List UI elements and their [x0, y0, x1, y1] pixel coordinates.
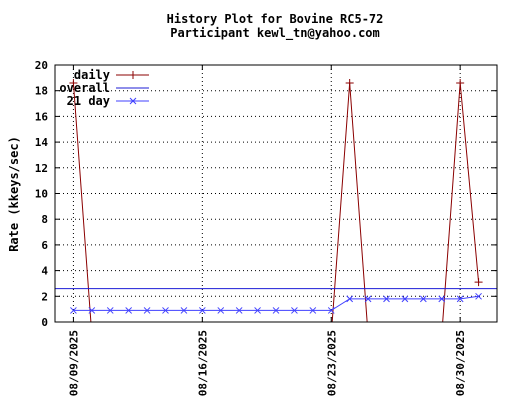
y-tick-label: 18: [35, 85, 48, 98]
grid-lines: [55, 65, 497, 322]
21day-point: [309, 307, 317, 314]
21day-point: [383, 295, 390, 303]
21day-point: [346, 295, 354, 303]
21day-point: [88, 307, 96, 314]
21day-point: [198, 307, 206, 314]
y-tick-label: 6: [41, 239, 48, 252]
21day-point: [162, 307, 169, 314]
x-tick-label: 08/30/2025: [454, 330, 467, 396]
21day-point: [106, 307, 114, 314]
y-tick-label: 20: [35, 59, 48, 72]
y-tick-label: 0: [41, 316, 48, 329]
x-tick-label: 08/23/2025: [325, 330, 338, 396]
x-tick-label: 08/16/2025: [196, 330, 209, 396]
y-tick-label: 4: [41, 265, 48, 278]
daily-point: [345, 78, 354, 87]
21day-point: [125, 307, 133, 314]
series-line-21-day: [73, 295, 479, 311]
y-tick-label: 14: [35, 136, 49, 149]
legend-label: daily: [74, 68, 110, 82]
plot-area: [55, 78, 497, 322]
y-axis: 0 2 4 6 8 10 12 14 16 18 20: [35, 59, 497, 329]
21day-point: [401, 295, 409, 303]
legend-label: overall: [59, 81, 110, 95]
21day-point: [254, 307, 261, 314]
daily-point: [69, 78, 78, 87]
daily-point: [456, 78, 465, 87]
daily-point: [474, 278, 483, 287]
chart-subtitle: Participant kewl_tn@yahoo.com: [170, 26, 380, 41]
y-axis-label: Rate (kkeys/sec): [7, 136, 21, 252]
21day-point: [419, 295, 427, 303]
y-tick-label: 2: [41, 290, 48, 303]
21day-point: [364, 295, 372, 303]
chart-title: History Plot for Bovine RC5-72: [167, 12, 384, 26]
21day-point: [475, 292, 482, 300]
21day-point: [438, 295, 446, 303]
y-tick-label: 10: [35, 188, 48, 201]
21day-point: [217, 307, 225, 314]
legend-label: 21 day: [67, 94, 110, 108]
21day-point: [143, 307, 151, 314]
y-tick-label: 8: [41, 213, 48, 226]
21day-point: [129, 97, 137, 105]
21day-point: [235, 307, 243, 314]
series-line-daily: [72, 82, 480, 322]
y-tick-label: 12: [35, 162, 48, 175]
21day-point: [180, 307, 188, 314]
21day-point: [327, 307, 335, 314]
x-tick-label: 08/09/2025: [67, 330, 80, 396]
21day-point: [456, 295, 464, 303]
21day-point: [291, 307, 298, 314]
21day-point: [272, 307, 280, 314]
21day-point: [70, 307, 77, 314]
y-tick-label: 16: [35, 110, 49, 123]
daily-point: [129, 71, 137, 79]
x-axis: 08/09/2025 08/16/2025 08/23/2025 08/30/2025: [67, 65, 467, 396]
